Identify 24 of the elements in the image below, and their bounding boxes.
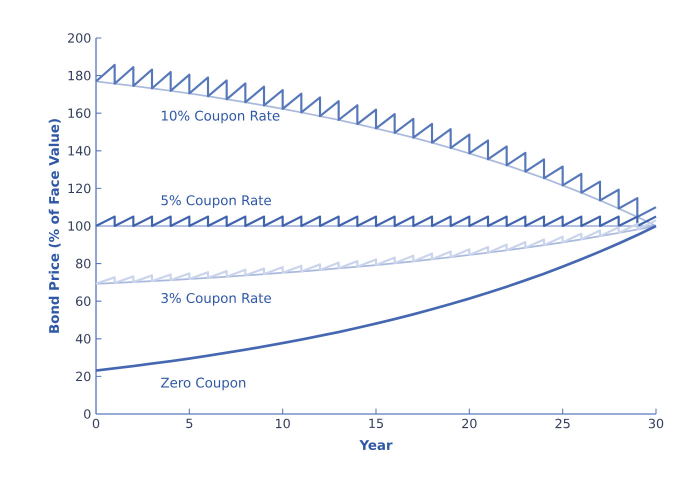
- x-tick-label: 25: [556, 418, 570, 428]
- y-tick-label: 120: [68, 184, 90, 194]
- y-tick-label: 140: [68, 146, 90, 156]
- y-tick-label: 20: [76, 372, 90, 382]
- annotation: 10% Coupon Rate: [162, 110, 280, 124]
- y-tick-label: 80: [76, 258, 90, 268]
- y-tick-label: 160: [68, 108, 90, 118]
- y-tick-label: 200: [68, 33, 90, 43]
- y-axis-title: Bond Price (% of Face Value): [48, 119, 61, 333]
- x-tick-label: 10: [276, 418, 290, 428]
- x-tick-label: 0: [92, 418, 100, 428]
- y-tick-label: 100: [68, 221, 90, 231]
- x-axis-title: Year: [359, 440, 393, 450]
- annotation: 3% Coupon Rate: [161, 292, 271, 306]
- x-tick-label: 5: [186, 418, 192, 428]
- y-tick-label: 180: [68, 70, 90, 80]
- x-tick-label: 15: [369, 418, 383, 428]
- x-tick-label: 20: [462, 418, 477, 428]
- annotation: 5% Coupon Rate: [161, 195, 271, 208]
- annotation: Zero Coupon: [161, 378, 246, 390]
- x-tick-label: 30: [648, 418, 664, 428]
- y-tick-label: 0: [84, 409, 90, 419]
- y-tick-label: 40: [76, 334, 90, 344]
- y-tick-label: 60: [76, 296, 90, 306]
